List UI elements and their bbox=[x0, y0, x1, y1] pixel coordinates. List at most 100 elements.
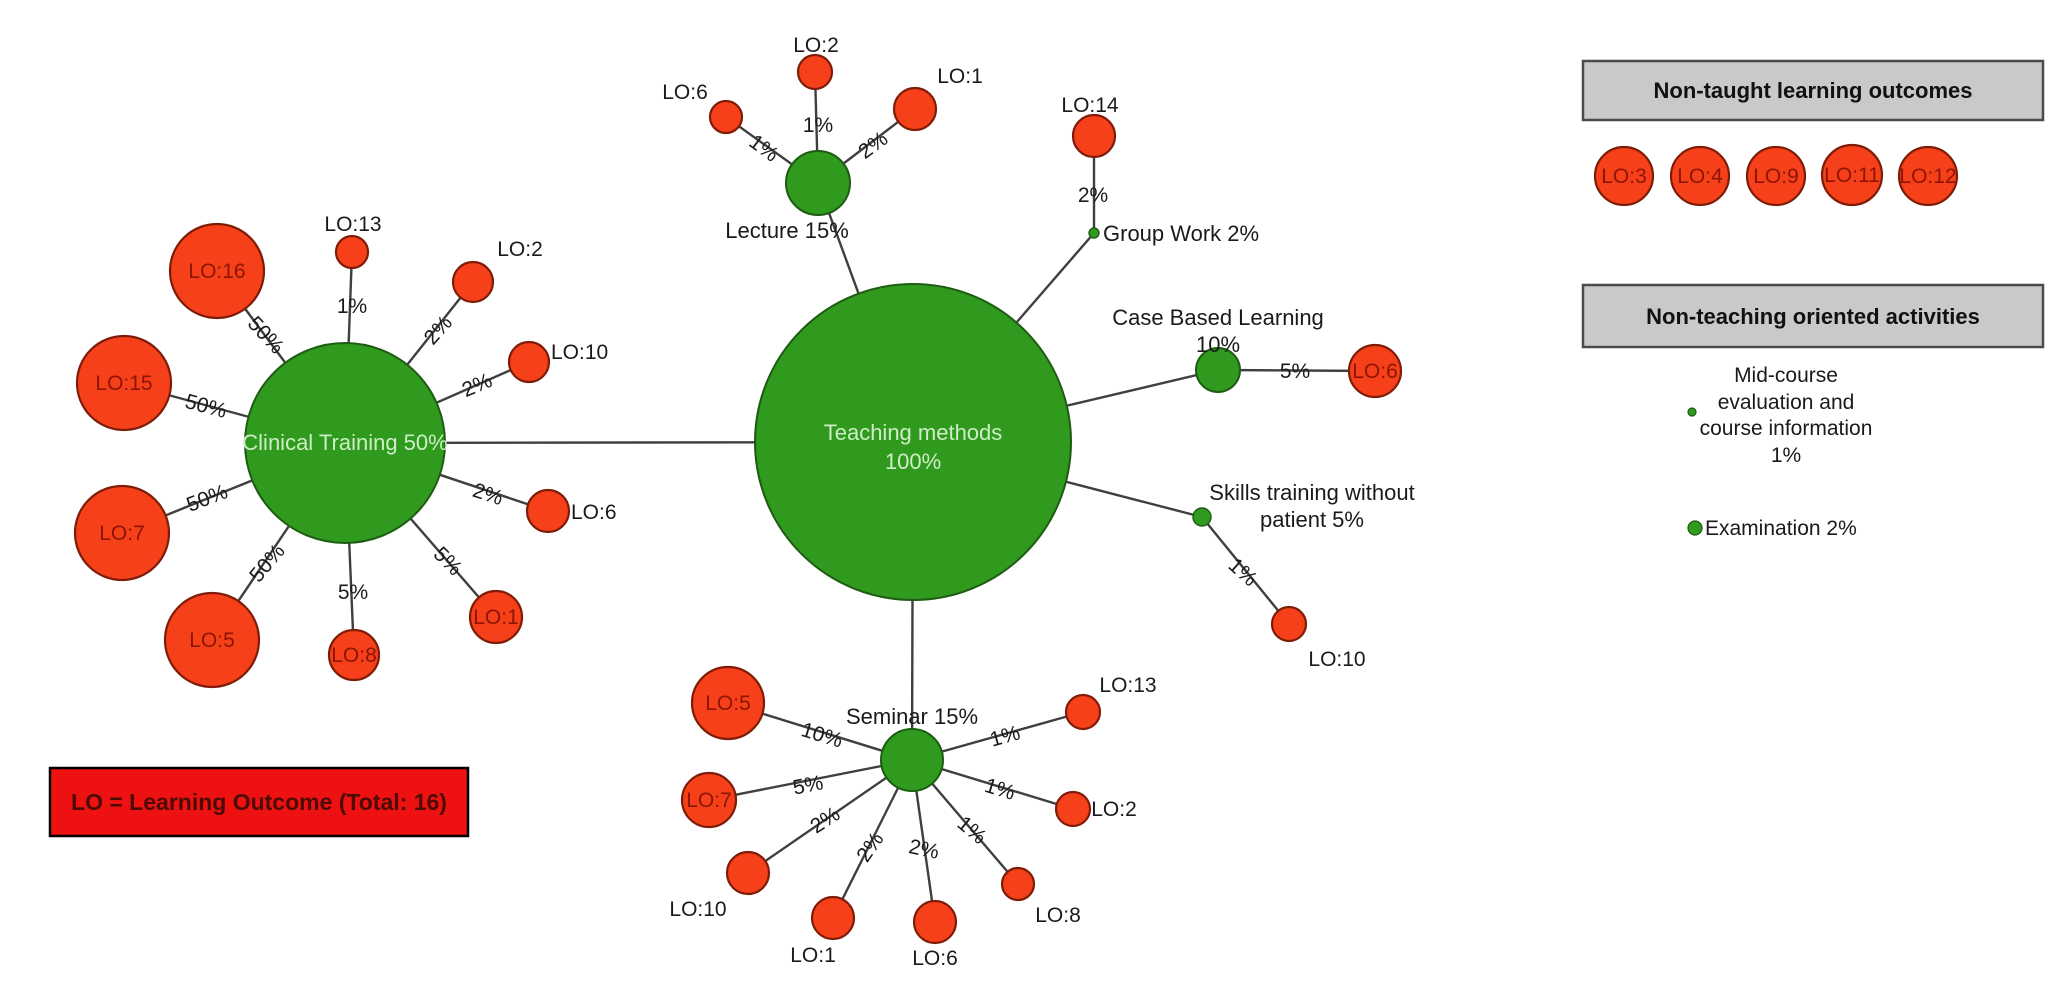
outcome-node-seminar-lo13 bbox=[1064, 693, 1102, 731]
outcome-node-skills-lo10 bbox=[1270, 605, 1308, 643]
activity-node-skills bbox=[1192, 507, 1212, 527]
outcome-node-clinical-lo1 bbox=[468, 589, 524, 645]
legend-lo9-label: LO:9 bbox=[1753, 165, 1799, 188]
outcome-node-cbl-lo6 bbox=[1347, 343, 1403, 399]
lecture-lo6-label: LO:6 bbox=[662, 81, 708, 104]
examination-dot bbox=[1687, 520, 1703, 536]
activity-node-lecture bbox=[785, 150, 851, 216]
seminar-lo10-pct-label: 2% bbox=[806, 803, 844, 839]
activity-node-clinical bbox=[244, 342, 446, 544]
outcome-node-seminar-lo8 bbox=[1000, 866, 1036, 902]
outcome-node-clinical-lo8 bbox=[327, 628, 381, 682]
seminar-lo7-label: LO:7 bbox=[686, 789, 732, 812]
clinical-lo6-pct-label: 2% bbox=[470, 479, 506, 510]
outcome-node-seminar-lo2 bbox=[1054, 790, 1092, 828]
outcome-node-legend-lo12 bbox=[1897, 145, 1959, 207]
clinical-lo15-pct-label: 50% bbox=[183, 390, 230, 423]
seminar-lo13-label: LO:13 bbox=[1099, 674, 1156, 697]
outcome-node-legend-lo11 bbox=[1820, 143, 1884, 207]
seminar-lo2-pct-label: 1% bbox=[982, 774, 1018, 805]
clinical-lo2-label: LO:2 bbox=[497, 238, 543, 261]
clinical-lo5-label: LO:5 bbox=[189, 629, 235, 652]
groupwork-lo14-label: LO:14 bbox=[1061, 94, 1119, 117]
edge-skills-skills-lo10 bbox=[1201, 516, 1290, 625]
clinical-lo1-pct-label: 5% bbox=[429, 542, 467, 580]
activity-label-teaching: Teaching methods 100% bbox=[824, 420, 1003, 474]
activity-label-groupwork: Group Work 2% bbox=[1103, 221, 1259, 246]
activity-node-seminar bbox=[880, 728, 944, 792]
clinical-lo7-pct-label: 50% bbox=[183, 480, 230, 517]
outcome-node-clinical-lo5 bbox=[163, 591, 261, 689]
examination-label: Examination 2% bbox=[1705, 517, 1857, 540]
seminar-lo5-pct-label: 10% bbox=[798, 718, 845, 752]
outcome-node-clinical-lo7 bbox=[73, 484, 171, 582]
outcome-node-clinical-lo10 bbox=[507, 340, 551, 384]
seminar-lo6-pct-label: 2% bbox=[907, 835, 941, 864]
activity-node-cbl bbox=[1195, 347, 1241, 393]
outcome-node-seminar-lo6 bbox=[912, 899, 958, 945]
legend-box1 bbox=[1581, 59, 2045, 122]
clinical-lo6-label: LO:6 bbox=[571, 501, 617, 524]
clinical-lo1-label: LO:1 bbox=[473, 606, 519, 629]
seminar-lo7-pct-label: 5% bbox=[791, 771, 825, 799]
legend-box2 bbox=[1581, 283, 2045, 349]
seminar-lo1-pct-label: 2% bbox=[852, 828, 888, 866]
clinical-lo16-pct-label: 50% bbox=[243, 312, 288, 358]
outcome-node-legend-lo3 bbox=[1593, 145, 1655, 207]
lecture-lo2-label: LO:2 bbox=[793, 34, 839, 57]
seminar-lo13-pct-label: 1% bbox=[987, 721, 1022, 751]
outcome-node-clinical-lo6 bbox=[525, 488, 571, 534]
legend-box1-title: Non-taught learning outcomes bbox=[1654, 78, 1973, 103]
seminar-lo6-label: LO:6 bbox=[912, 947, 958, 970]
skills-lo10-label: LO:10 bbox=[1308, 648, 1365, 671]
skills-lo10-pct-label: 1% bbox=[1224, 554, 1262, 591]
seminar-lo8-pct-label: 1% bbox=[953, 812, 991, 849]
activity-label-clinical: Clinical Training 50% bbox=[242, 430, 447, 455]
legend-lo11-label: LO:11 bbox=[1824, 164, 1880, 187]
outcome-node-legend-lo4 bbox=[1669, 145, 1731, 207]
activity-node-teaching bbox=[754, 283, 1072, 601]
legend-lo4-label: LO:4 bbox=[1677, 165, 1723, 188]
note-text: LO = Learning Outcome (Total: 16) bbox=[71, 789, 447, 815]
lecture-lo1-pct-label: 2% bbox=[854, 127, 892, 163]
outcome-node-clinical-lo16 bbox=[168, 222, 266, 320]
clinical-lo13-label: LO:13 bbox=[324, 213, 381, 236]
legend-box2-title: Non-teaching oriented activities bbox=[1646, 304, 1980, 329]
activity-label-lecture: Lecture 15% bbox=[725, 218, 849, 243]
legend-lo12-label: LO:12 bbox=[1899, 165, 1956, 188]
clinical-lo7-label: LO:7 bbox=[99, 522, 145, 545]
clinical-lo8-pct-label: 5% bbox=[338, 581, 368, 604]
outcome-node-clinical-lo15 bbox=[75, 334, 173, 432]
outcome-node-lecture-lo2 bbox=[796, 53, 834, 91]
outcome-node-seminar-lo7 bbox=[680, 771, 738, 829]
outcome-node-legend-lo9 bbox=[1745, 145, 1807, 207]
midcourse-dot bbox=[1687, 407, 1697, 417]
activity-node-groupwork bbox=[1088, 227, 1100, 239]
outcome-node-groupwork-lo14 bbox=[1071, 113, 1117, 159]
cbl-lo6-pct-label: 5% bbox=[1280, 360, 1310, 383]
clinical-lo13-pct-label: 1% bbox=[337, 295, 367, 318]
lecture-lo2-pct-label: 1% bbox=[803, 114, 833, 137]
activity-label-seminar: Seminar 15% bbox=[846, 704, 978, 729]
outcome-node-clinical-lo2 bbox=[451, 260, 495, 304]
outcome-node-seminar-lo1 bbox=[810, 895, 856, 941]
outcome-node-lecture-lo6 bbox=[708, 99, 744, 135]
outcome-node-lecture-lo1 bbox=[892, 86, 938, 132]
clinical-lo15-label: LO:15 bbox=[95, 372, 152, 395]
outcome-node-clinical-lo13 bbox=[334, 234, 370, 270]
edge-seminar-seminar-lo10 bbox=[747, 759, 913, 874]
activity-label-cbl: Case Based Learning 10% bbox=[1112, 305, 1324, 357]
lecture-lo1-label: LO:1 bbox=[937, 65, 983, 88]
seminar-lo8-label: LO:8 bbox=[1035, 904, 1081, 927]
clinical-lo10-label: LO:10 bbox=[551, 341, 608, 364]
seminar-lo1-label: LO:1 bbox=[790, 944, 836, 967]
midcourse-label: Mid-course evaluation and course informati… bbox=[1700, 364, 1873, 467]
cbl-lo6-label: LO:6 bbox=[1352, 360, 1398, 383]
note-box bbox=[48, 766, 470, 838]
legend-lo3-label: LO:3 bbox=[1601, 165, 1647, 188]
seminar-lo5-label: LO:5 bbox=[705, 692, 751, 715]
seminar-lo10-label: LO:10 bbox=[669, 898, 726, 921]
activity-label-skills: Skills training without patient 5% bbox=[1209, 480, 1414, 532]
clinical-lo8-label: LO:8 bbox=[331, 644, 377, 667]
